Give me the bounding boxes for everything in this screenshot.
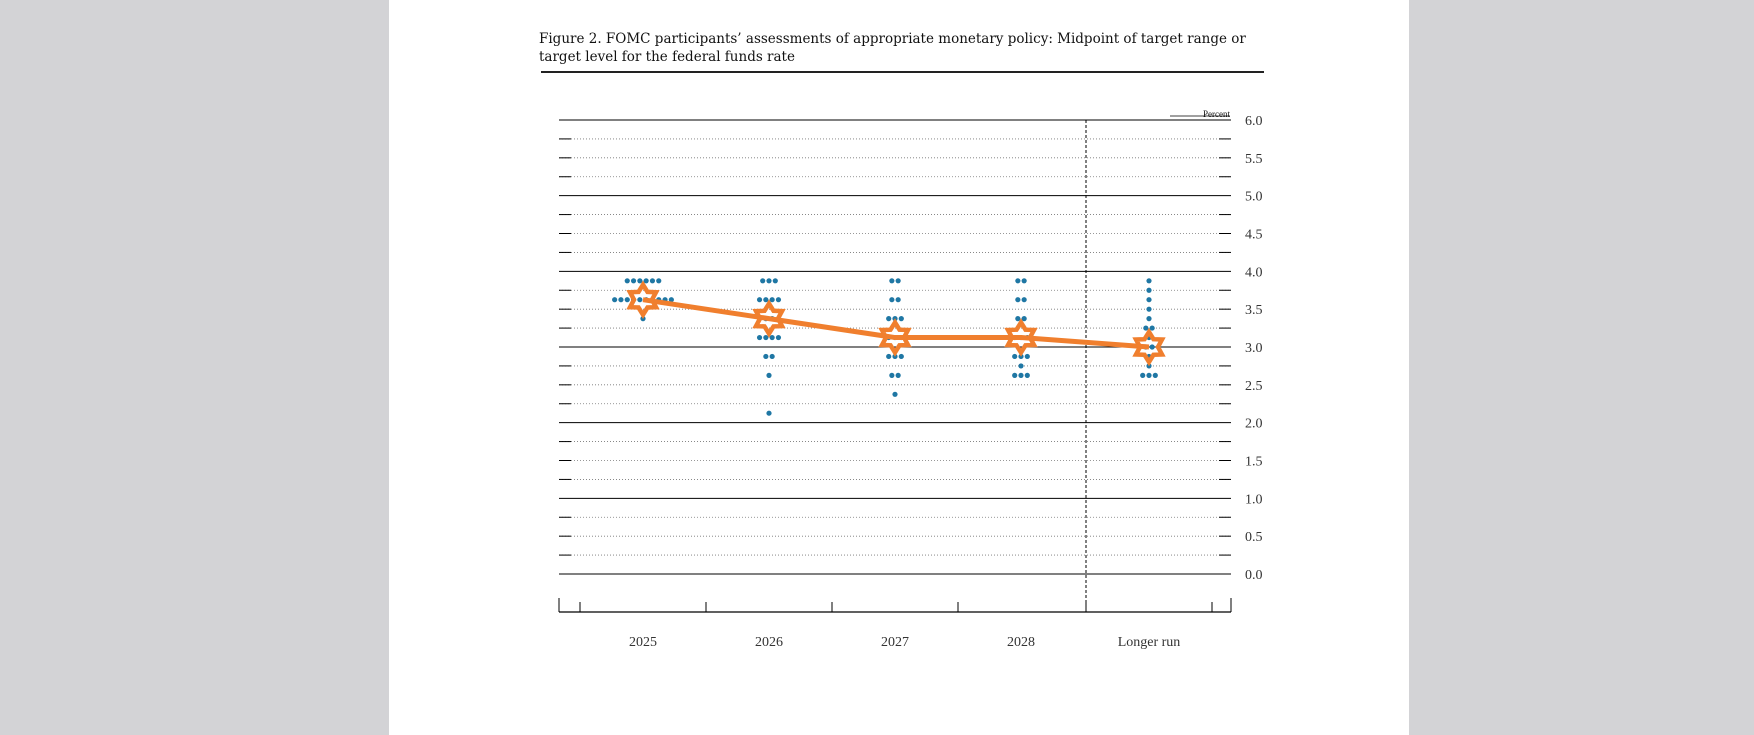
participant-dot (898, 353, 904, 360)
participant-dot (1149, 325, 1155, 331)
participant-dot (769, 334, 775, 341)
participant-dot (769, 353, 775, 360)
participant-dot (763, 353, 769, 360)
participant-dot (1018, 363, 1024, 369)
figure-title: Figure 2. FOMC participants’ assessments… (539, 31, 1246, 65)
participant-dot (766, 372, 772, 378)
participant-dot (889, 278, 895, 284)
participant-dot (889, 372, 895, 378)
gridlines (559, 119, 1231, 612)
participant-dot (1149, 344, 1155, 350)
participant-dot (775, 297, 782, 303)
participant-dot (886, 316, 892, 322)
dot-plot-chart: Percent 6.0 5.5 5.0 4.5 4.0 3.5 3.0 2.5 2.0 1.5 1.… (558, 109, 1263, 650)
document-page: Figure 2. FOMC participants’ assessments… (389, 0, 1409, 735)
participant-dot (889, 297, 895, 303)
participant-dot (895, 297, 901, 303)
participant-dot (1021, 316, 1027, 322)
participant-dot (1146, 287, 1152, 293)
participant-dot (1143, 325, 1149, 331)
y-tick-label: 1.0 (1245, 492, 1263, 507)
participant-dot (1021, 278, 1027, 284)
x-tick-label: 2028 (1007, 635, 1035, 650)
participant-dot (769, 297, 775, 303)
participant-dot (763, 334, 769, 341)
participant-dot (1015, 297, 1021, 303)
y-tick-label: 6.0 (1245, 114, 1263, 129)
participant-dot (760, 278, 766, 284)
participant-dot (898, 316, 904, 322)
participant-dot (766, 410, 772, 416)
participant-dot (1012, 372, 1018, 378)
participant-dot (1024, 372, 1030, 378)
y-tick-label: 5.5 (1245, 152, 1263, 167)
median-line (642, 297, 1150, 350)
y-tick-label: 4.5 (1245, 228, 1263, 243)
participant-dot (756, 297, 763, 303)
participant-dot (1015, 316, 1021, 322)
participant-dot (772, 278, 778, 284)
participant-dot (1146, 297, 1152, 303)
participant-dot (1024, 353, 1030, 360)
median-series (626, 280, 1166, 367)
participant-dot (618, 297, 624, 303)
x-tick-label: 2027 (881, 635, 909, 650)
x-axis (558, 598, 1232, 613)
participant-dot (1021, 297, 1027, 303)
participant-dot (1140, 372, 1146, 378)
participant-dot (895, 278, 901, 284)
participant-dot (624, 278, 630, 284)
participant-dot (766, 278, 772, 284)
participant-dot (895, 372, 901, 378)
participant-dot (1146, 278, 1152, 284)
y-tick-label: 1.5 (1245, 455, 1263, 470)
y-tick-label: 0.5 (1245, 530, 1263, 545)
y-tick-label: 3.0 (1245, 341, 1263, 356)
participant-dot (656, 278, 662, 284)
participant-dot (775, 334, 782, 341)
y-tick-label: 0.0 (1245, 568, 1263, 583)
participant-dot (668, 297, 674, 303)
participant-dot (1012, 353, 1018, 360)
participant-dot (892, 391, 898, 397)
participant-dot (1015, 278, 1021, 284)
participant-dot (1146, 316, 1152, 322)
participant-dot (1146, 306, 1152, 312)
participant-dot (612, 297, 618, 303)
median-star-marker (878, 318, 912, 357)
median-star-marker (1004, 318, 1038, 357)
participant-dot (1152, 372, 1158, 378)
participant-dot (763, 297, 769, 303)
participant-dot (643, 278, 649, 284)
participant-dot (630, 278, 637, 284)
y-tick-label: 5.0 (1245, 190, 1263, 205)
y-axis-label: Percent (1203, 109, 1230, 119)
y-tick-label: 2.5 (1245, 379, 1263, 394)
y-tick-label: 2.0 (1245, 417, 1263, 432)
participant-dot (886, 353, 892, 360)
participant-dot (637, 278, 643, 284)
participant-dot (649, 278, 656, 284)
median-star-marker (626, 280, 660, 319)
x-tick-label: 2025 (629, 635, 657, 650)
title-rule (541, 71, 1264, 73)
y-tick-labels: 6.0 5.5 5.0 4.5 4.0 3.5 3.0 2.5 2.0 1.5 1.0 0.5 0.0 (1245, 114, 1263, 583)
participant-dot (624, 297, 630, 303)
participant-dot (1146, 372, 1152, 378)
y-tick-label: 4.0 (1245, 265, 1263, 280)
median-star-marker (1132, 327, 1166, 367)
participant-dot (1018, 372, 1024, 378)
participant-dot (756, 334, 763, 341)
y-tick-label: 3.5 (1245, 303, 1263, 318)
x-tick-label: 2026 (755, 635, 783, 650)
x-tick-label: Longer run (1118, 635, 1181, 650)
median-star-marker (752, 299, 786, 338)
x-tick-labels: 2025 2026 2027 2028 Longer run (629, 635, 1180, 650)
participant-dot (637, 297, 643, 303)
